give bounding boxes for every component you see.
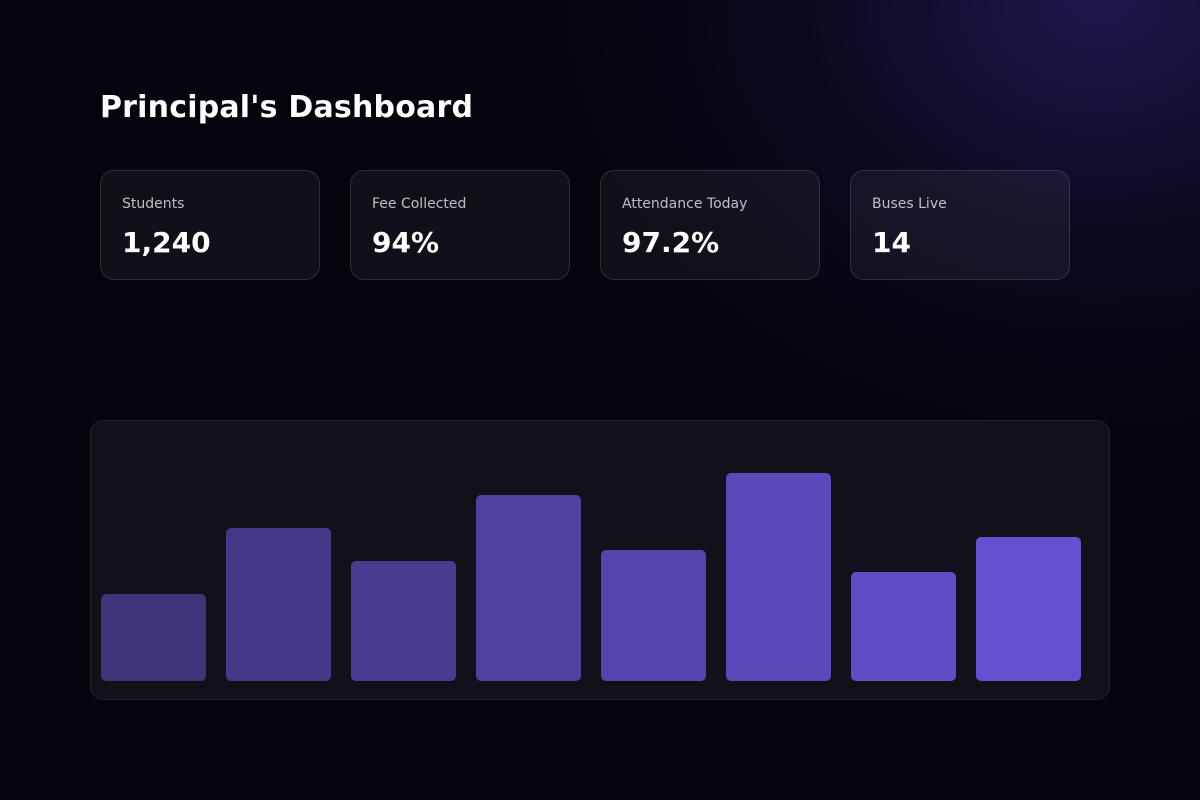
chart-bar [226, 528, 331, 681]
bar-chart [101, 473, 1081, 681]
stat-card-students: Students 1,240 [100, 170, 320, 280]
stat-value: 94% [372, 226, 440, 259]
chart-panel [90, 420, 1110, 700]
page-title: Principal's Dashboard [100, 90, 474, 125]
chart-bar [101, 594, 206, 681]
stat-value: 1,240 [122, 226, 211, 259]
chart-bar [476, 495, 581, 681]
chart-bar [976, 537, 1081, 681]
chart-bar [351, 561, 456, 681]
stat-value: 14 [872, 226, 911, 259]
stat-label: Buses Live [872, 196, 947, 212]
stat-label: Attendance Today [622, 196, 748, 212]
stat-card-buses-live: Buses Live 14 [850, 170, 1070, 280]
stats-row: Students 1,240 Fee Collected 94% Attenda… [100, 170, 1072, 282]
chart-bar [851, 572, 956, 681]
stat-card-attendance-today: Attendance Today 97.2% [600, 170, 820, 280]
stat-card-fee-collected: Fee Collected 94% [350, 170, 570, 280]
stat-value: 97.2% [622, 226, 720, 259]
stat-label: Students [122, 196, 185, 212]
stat-label: Fee Collected [372, 196, 467, 212]
chart-bar [601, 550, 706, 681]
chart-bar [726, 473, 831, 681]
